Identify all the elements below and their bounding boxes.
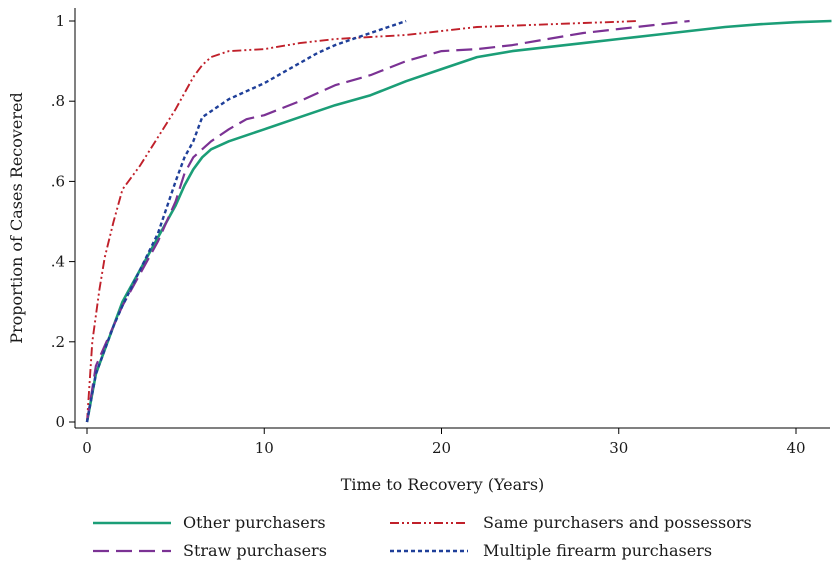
y-tick-label: .4 — [51, 253, 65, 271]
x-axis-title: Time to Recovery (Years) — [341, 475, 545, 494]
series-line-4 — [85, 19, 407, 423]
x-tick-label: 20 — [432, 439, 451, 457]
legend-item: Same purchasers and possessors — [390, 513, 752, 532]
legend-label: Same purchasers and possessors — [483, 513, 752, 532]
y-tick-label: 1 — [55, 12, 65, 30]
legend-item: Other purchasers — [93, 513, 326, 532]
x-tick-label: 30 — [609, 439, 628, 457]
series-line-2 — [86, 20, 637, 423]
series-layer — [85, 19, 832, 423]
legend-item: Multiple firearm purchasers — [390, 541, 712, 560]
legend-label: Straw purchasers — [183, 541, 327, 560]
axes: 0 10 20 30 40 0 .2 .4 .6 .8 1 — [51, 8, 830, 457]
x-tick-label: 40 — [786, 439, 805, 457]
y-tick-label: 0 — [55, 413, 65, 431]
legend-label: Multiple firearm purchasers — [483, 541, 712, 560]
legend-label: Other purchasers — [183, 513, 326, 532]
y-tick-label: .2 — [51, 333, 65, 351]
series-line-1 — [85, 19, 832, 423]
series-line-3 — [85, 19, 690, 423]
x-tick-label: 0 — [82, 439, 92, 457]
legend-item: Straw purchasers — [93, 541, 327, 560]
legend: Other purchasers Same purchasers and poss… — [93, 513, 752, 560]
x-tick-label: 10 — [255, 439, 274, 457]
y-tick-label: .8 — [51, 92, 65, 110]
y-tick-label: .6 — [51, 172, 65, 190]
y-axis-title: Proportion of Cases Recovered — [7, 92, 26, 344]
